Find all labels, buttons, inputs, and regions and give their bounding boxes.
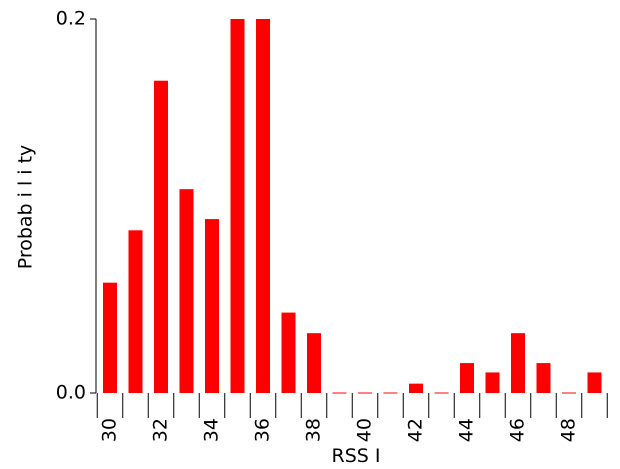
bars-group bbox=[103, 19, 602, 394]
y-axis-ticks: 0.0 0.2 bbox=[56, 8, 96, 404]
bar bbox=[128, 230, 143, 393]
bar bbox=[154, 80, 168, 394]
x-tick-label: 44 bbox=[456, 418, 478, 442]
x-tick-label: 32 bbox=[150, 418, 172, 442]
bar bbox=[103, 282, 117, 393]
x-tick-label: 36 bbox=[252, 418, 274, 442]
y-tick-label: 0.0 bbox=[56, 382, 86, 404]
bar bbox=[230, 19, 245, 393]
bar bbox=[460, 363, 474, 393]
bar bbox=[179, 189, 194, 393]
x-tick-label: 40 bbox=[354, 418, 376, 442]
x-tick-label: 30 bbox=[99, 418, 121, 442]
x-tick-label: 38 bbox=[303, 418, 325, 442]
y-axis-title: Probab i l i ty bbox=[15, 145, 37, 270]
x-tick-label: 42 bbox=[405, 418, 427, 442]
x-axis-ticks: 30 32 34 36 38 40 42 44 46 48 bbox=[96, 393, 608, 442]
bar bbox=[511, 333, 525, 393]
bar bbox=[536, 363, 551, 393]
bar bbox=[281, 312, 296, 393]
bar bbox=[205, 219, 219, 393]
x-tick-label: 34 bbox=[201, 418, 223, 442]
bar bbox=[307, 333, 321, 393]
bar bbox=[409, 383, 423, 393]
x-tick-label: 46 bbox=[507, 418, 529, 442]
x-tick-label: 48 bbox=[558, 418, 580, 442]
y-tick-label: 0.2 bbox=[56, 8, 86, 30]
bar bbox=[485, 372, 500, 393]
bar bbox=[256, 19, 270, 393]
x-axis-title: RSS I bbox=[332, 445, 381, 467]
bar bbox=[587, 372, 602, 393]
